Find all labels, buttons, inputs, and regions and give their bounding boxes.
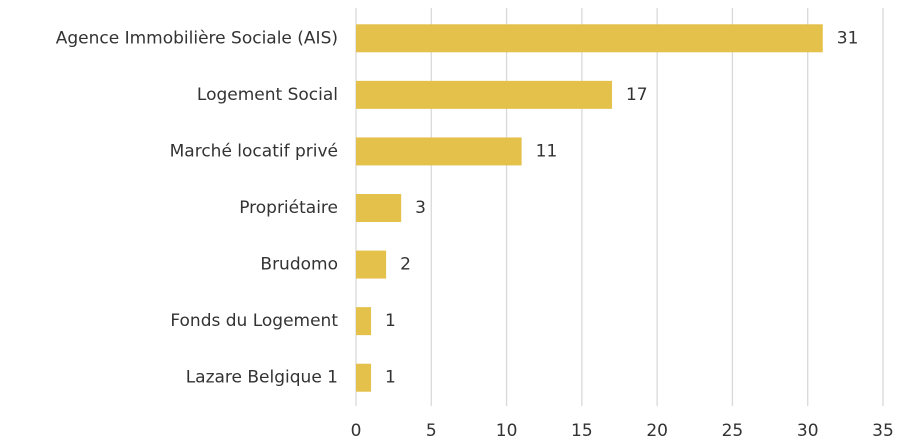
- x-tick-label: 0: [351, 421, 362, 440]
- data-label: 1: [385, 368, 396, 388]
- bar: [356, 194, 402, 222]
- data-label: 2: [400, 255, 411, 275]
- data-label: 17: [626, 85, 648, 105]
- x-tick-label: 5: [426, 421, 437, 440]
- data-label: 3: [415, 198, 426, 218]
- bar: [356, 307, 372, 336]
- y-tick-label: Logement Social: [197, 85, 338, 105]
- data-label: 1: [385, 311, 396, 331]
- x-tick-label: 30: [797, 421, 819, 440]
- x-tick-label: 10: [496, 421, 518, 440]
- x-tick-label: 35: [872, 421, 894, 440]
- data-label: 31: [837, 28, 859, 48]
- data-label: 11: [536, 141, 558, 161]
- x-tick-label: 15: [571, 421, 593, 440]
- y-tick-label: Propriétaire: [239, 198, 338, 218]
- y-tick-label: Marché locatif privé: [170, 141, 338, 161]
- y-tick-label: Agence Immobilière Sociale (AIS): [56, 28, 338, 48]
- bar: [356, 137, 522, 166]
- y-tick-label: Brudomo: [260, 255, 338, 275]
- bar: [356, 250, 387, 279]
- x-tick-label: 20: [646, 421, 668, 440]
- bar: [356, 80, 612, 109]
- bar: [356, 363, 372, 392]
- bar: [356, 24, 823, 53]
- x-tick-label: 25: [722, 421, 744, 440]
- y-tick-label: Lazare Belgique 1: [186, 368, 338, 388]
- y-tick-label: Fonds du Logement: [170, 311, 338, 331]
